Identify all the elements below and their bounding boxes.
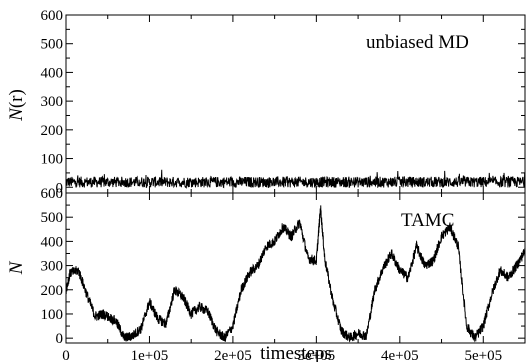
panel-tamc: 0 100 200 300 400 500 600 0 1e+05 2e+05 3e+05 4e+0… xyxy=(6,186,526,362)
bottom-series xyxy=(65,205,526,343)
bottom-y-tick-label-100: 100 xyxy=(41,307,64,323)
x-tick-label-5: 5e+05 xyxy=(464,348,502,362)
x-tick-label-4: 4e+05 xyxy=(381,348,419,362)
top-y-tick-label-500: 500 xyxy=(41,37,64,53)
x-axis-ticks: 0 1e+05 2e+05 3e+05 4e+05 5e+05 xyxy=(62,193,502,362)
bottom-y-tick-label-600: 600 xyxy=(41,186,64,202)
bottom-y-axis-ticks: 0 100 200 300 400 500 600 xyxy=(41,186,525,347)
bottom-series-line xyxy=(65,205,526,343)
bottom-y-tick-label-400: 400 xyxy=(41,234,64,250)
bottom-y-axis-label: N xyxy=(6,260,27,275)
x-tick-label-1: 1e+05 xyxy=(131,348,169,362)
bottom-plot-frame xyxy=(65,192,526,344)
bottom-y-tick-label-300: 300 xyxy=(41,259,64,275)
x-tick-label-2: 2e+05 xyxy=(214,348,252,362)
top-y-tick-label-100: 100 xyxy=(41,152,64,168)
annotation-unbiased-md: unbiased MD xyxy=(366,32,469,53)
bottom-y-tick-label-0: 0 xyxy=(56,331,64,347)
top-y-tick-label-0: 0 xyxy=(56,180,64,196)
panel-unbiased-md: 0 100 200 300 400 500 600 unbiased MD N(r) xyxy=(6,8,526,196)
top-y-axis-label: N(r) xyxy=(6,89,27,122)
top-series xyxy=(65,169,526,190)
top-y-tick-label-300: 300 xyxy=(41,94,64,110)
x-tick-label-0: 0 xyxy=(62,348,70,362)
annotation-tamc: TAMC xyxy=(401,210,454,231)
x-axis-label: timesteps xyxy=(260,343,332,362)
top-y-tick-label-200: 200 xyxy=(41,123,64,139)
top-y-tick-label-400: 400 xyxy=(41,65,64,81)
top-y-tick-label-600: 600 xyxy=(41,8,64,24)
top-y-axis-ticks: 0 100 200 300 400 500 600 xyxy=(41,8,525,196)
bottom-y-tick-label-200: 200 xyxy=(41,283,64,299)
x-tick-label-3: 3e+05 xyxy=(298,348,336,362)
top-series-line xyxy=(65,169,526,190)
bottom-y-tick-label-500: 500 xyxy=(41,210,64,226)
